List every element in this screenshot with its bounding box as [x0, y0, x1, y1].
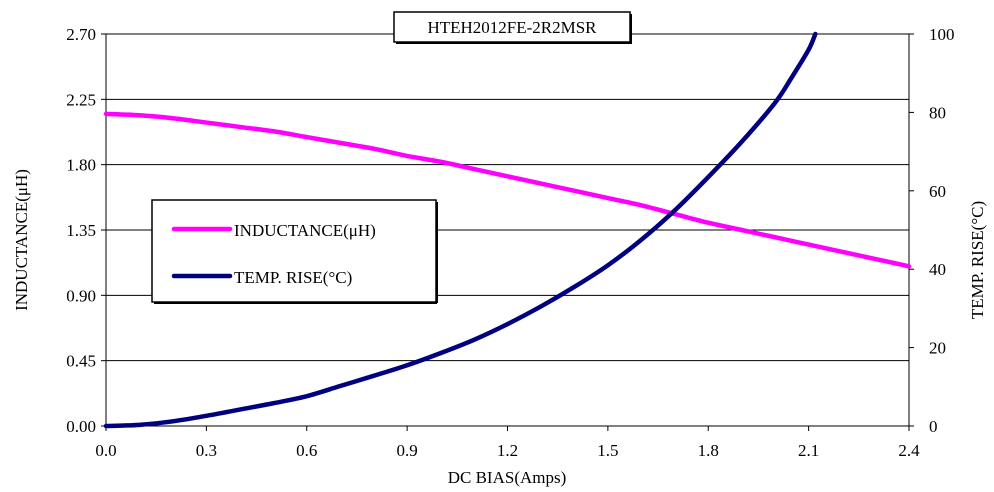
y-left-tick-label: 1.80	[66, 156, 96, 175]
y-right-tick-label: 80	[929, 103, 946, 122]
legend-label-inductance: INDUCTANCE(μH)	[234, 221, 376, 240]
y-right-tick-label: 60	[929, 182, 946, 201]
series-line-temp-rise	[103, 31, 818, 429]
legend: INDUCTANCE(μH) TEMP. RISE(°C)	[151, 199, 438, 304]
y-axis-left-label: INDUCTANCE(μH)	[12, 169, 31, 311]
chart-title-box: HTEH2012FE-2R2MSR	[393, 11, 632, 44]
y-left-tick-label: 2.70	[66, 25, 96, 44]
y-axis-right: 0 20 40 60 80 100	[909, 25, 955, 436]
y-left-tick-label: 1.35	[66, 221, 96, 240]
x-tick-label: 0.6	[296, 441, 317, 460]
y-left-tick-label: 2.25	[66, 90, 96, 109]
chart-title: HTEH2012FE-2R2MSR	[427, 18, 597, 37]
y-right-tick-label: 100	[929, 25, 955, 44]
x-tick-label: 1.2	[497, 441, 518, 460]
y-left-tick-label: 0.90	[66, 286, 96, 305]
x-tick-label: 0.0	[95, 441, 116, 460]
x-tick-label: 1.8	[698, 441, 719, 460]
x-axis: 0.0 0.3 0.6 0.9 1.2 1.5 1.8 2.1 2.4	[95, 426, 920, 460]
x-axis-label: DC BIAS(Amps)	[448, 468, 567, 487]
series-layer	[103, 31, 912, 429]
x-tick-label: 2.1	[798, 441, 819, 460]
legend-box	[151, 199, 437, 303]
x-tick-label: 2.4	[898, 441, 920, 460]
y-left-tick-label: 0.45	[66, 352, 96, 371]
series-line-inductance	[103, 111, 912, 269]
y-left-tick-label: 0.00	[66, 417, 96, 436]
x-tick-label: 0.3	[196, 441, 217, 460]
legend-label-temp-rise: TEMP. RISE(°C)	[234, 268, 352, 287]
x-tick-label: 0.9	[397, 441, 418, 460]
y-axis-left: 0.00 0.45 0.90 1.35 1.80 2.25 2.70	[66, 25, 106, 436]
x-tick-label: 1.5	[597, 441, 618, 460]
y-axis-right-label: TEMP. RISE(°C)	[968, 201, 987, 319]
y-right-tick-label: 40	[929, 260, 946, 279]
y-right-tick-label: 20	[929, 339, 946, 358]
y-right-tick-label: 0	[929, 417, 938, 436]
